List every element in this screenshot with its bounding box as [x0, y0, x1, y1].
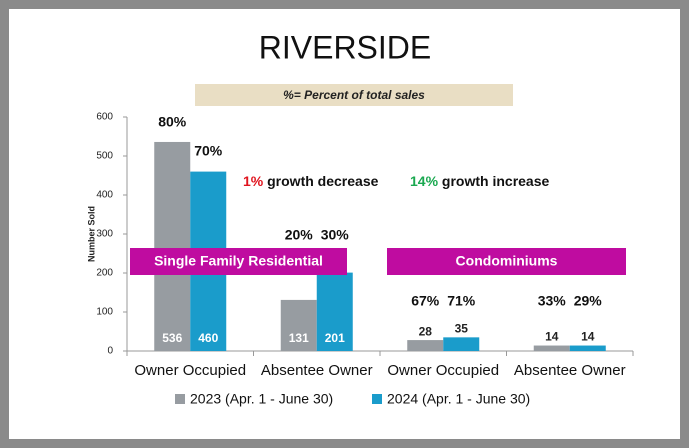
percent-label: 30% [321, 227, 350, 243]
subtitle: %= Percent of total sales [283, 88, 425, 102]
annotation: 14% growth increase [410, 173, 550, 189]
chart-title: RIVERSIDE [259, 29, 431, 65]
banner [130, 248, 347, 275]
y-tick-label: 0 [107, 346, 113, 357]
value-label: 14 [581, 330, 595, 344]
y-tick-label: 100 [96, 307, 113, 318]
bar [316, 272, 353, 351]
bar [154, 141, 191, 351]
banner [387, 248, 626, 275]
x-tick-label: Owner Occupied [387, 362, 499, 379]
y-tick-label: 200 [96, 268, 113, 279]
x-tick-label: Owner Occupied [134, 362, 246, 379]
y-tick-label: 300 [96, 229, 113, 240]
value-label: 28 [419, 324, 433, 338]
legend-swatch [372, 394, 382, 404]
bar [280, 299, 317, 351]
background [9, 9, 680, 439]
value-label: 14 [545, 330, 559, 344]
percent-label: 29% [574, 293, 603, 309]
value-label: 35 [455, 322, 469, 336]
percent-label: 71% [447, 293, 476, 309]
annotation: 1% growth decrease [243, 173, 379, 189]
value-label: 201 [325, 331, 345, 345]
legend-swatch [175, 394, 185, 404]
bar [533, 345, 570, 351]
percent-label: 67% [411, 293, 440, 309]
percent-label: 33% [538, 293, 567, 309]
bar [443, 337, 480, 351]
y-tick-label: 400 [96, 190, 113, 201]
y-tick-label: 500 [96, 151, 113, 162]
banner-label: Condominiums [456, 253, 558, 269]
value-label: 460 [198, 331, 218, 345]
banner-label: Single Family Residential [154, 253, 323, 269]
y-tick-label: 600 [96, 112, 113, 123]
annotation-highlight: 14% [410, 173, 439, 189]
y-axis-label: Number Sold [86, 206, 96, 262]
value-label: 536 [162, 331, 182, 345]
percent-label: 20% [285, 227, 314, 243]
annotation-highlight: 1% [243, 173, 264, 189]
bar [407, 340, 444, 351]
bar [569, 345, 606, 351]
value-label: 131 [289, 331, 309, 345]
legend-label: 2024 (Apr. 1 - June 30) [387, 391, 530, 407]
x-tick-label: Absentee Owner [514, 362, 626, 379]
annotation-text: growth increase [442, 173, 550, 189]
percent-label: 70% [194, 143, 223, 159]
subtitle-box [195, 84, 513, 106]
annotation-text: growth decrease [267, 173, 378, 189]
legend-label: 2023 (Apr. 1 - June 30) [190, 391, 333, 407]
x-tick-label: Absentee Owner [261, 362, 373, 379]
percent-label: 80% [158, 114, 187, 130]
